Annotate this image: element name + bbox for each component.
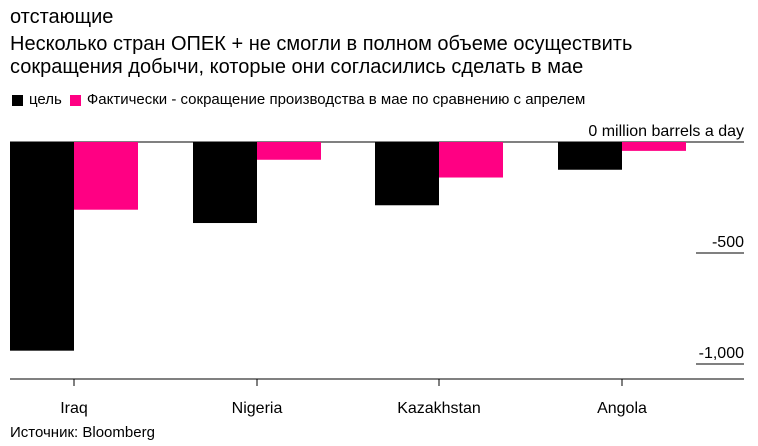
bar-actual-iraq [74,142,138,210]
bar-actual-nigeria [257,142,321,160]
category-label-angola: Angola [597,400,647,417]
legend-label-actual: Фактически - сокращение производства в м… [86,91,586,108]
category-label-iraq: Iraq [60,400,88,417]
bar-actual-kazakhstan [439,142,503,178]
category-label-nigeria: Nigeria [232,400,283,417]
y-tick-label-1: -500 [712,234,744,251]
category-label-kazakhstan: Kazakhstan [397,400,481,417]
subtitle-line-1: Несколько стран ОПЕК + не смогли в полно… [10,33,633,55]
y-tick-label-2: -1,000 [699,345,744,362]
bar-target-iraq [10,142,74,351]
bar-target-angola [558,142,622,170]
legend-item-target: цель [12,91,62,109]
y-tick-label-0: 0 million barrels a day [588,123,744,140]
chart-legend: цель Фактически - сокращение производств… [12,91,593,109]
bar-target-nigeria [193,142,257,224]
subtitle-line-2: сокращения добычи, которые они согласили… [10,56,584,78]
legend-swatch-target [12,94,23,106]
legend-label-target: цель [29,91,62,108]
bar-target-kazakhstan [375,142,439,206]
legend-swatch-actual [69,94,81,106]
legend-item-actual: Фактически - сокращение производства в м… [69,91,586,109]
chart-subtitle: Несколько стран ОПЕК + не смогли в полно… [10,33,750,79]
source-note: Источник: Bloomberg [10,424,155,441]
bar-actual-angola [622,142,686,151]
chart-title: отстающие [10,6,114,28]
